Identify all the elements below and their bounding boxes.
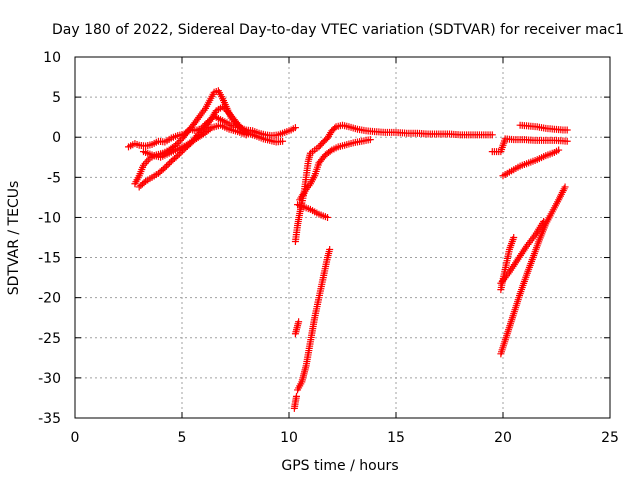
data-point — [222, 106, 230, 114]
y-tick-label: -5 — [47, 170, 61, 186]
data-point — [166, 159, 174, 167]
chart-title: Day 180 of 2022, Sidereal Day-to-day VTE… — [52, 22, 624, 38]
x-tick-label: 20 — [494, 430, 512, 446]
data-point — [175, 138, 183, 146]
series-track-b — [131, 87, 287, 188]
series-track-j — [291, 318, 303, 338]
data-point — [206, 125, 214, 133]
series-track-d — [139, 121, 250, 161]
y-tick-label: 5 — [52, 90, 61, 106]
x-tick-label: 25 — [601, 430, 619, 446]
y-tick-label: -15 — [38, 251, 61, 267]
series-track-p — [516, 121, 571, 134]
tick-label-layer: 0 5 10 15 20 25 10 5 0 -5 -10 -15 -20 -25 -30 -35 — [38, 50, 619, 446]
data-point — [219, 103, 227, 111]
y-tick-label: -35 — [38, 411, 61, 427]
y-tick-label: -25 — [38, 331, 61, 347]
series-track-m — [497, 217, 548, 287]
data-point — [279, 137, 287, 145]
data-point — [326, 147, 334, 155]
data-point — [242, 131, 250, 139]
grid-layer — [75, 57, 610, 418]
y-tick-label: -10 — [38, 210, 61, 226]
series-track-g — [294, 201, 332, 221]
series-track-k — [497, 183, 569, 358]
series-track-n — [499, 146, 563, 180]
data-point — [324, 213, 332, 221]
data-point — [177, 148, 185, 156]
data-point — [331, 124, 339, 132]
data-point — [561, 183, 569, 191]
y-axis-label: SDTVAR / TECUs — [6, 181, 22, 296]
data-point — [291, 124, 299, 132]
y-tick-label: -30 — [38, 371, 61, 387]
y-tick-label: 10 — [43, 50, 61, 66]
data-point — [563, 137, 571, 145]
x-tick-label: 10 — [280, 430, 298, 446]
x-tick-label: 0 — [71, 430, 80, 446]
data-point — [220, 104, 228, 112]
data-layer — [125, 87, 571, 412]
plot-frame — [74, 56, 611, 419]
x-tick-label: 15 — [387, 430, 405, 446]
data-point — [295, 318, 303, 326]
data-point — [326, 246, 334, 254]
data-point — [510, 234, 518, 241]
data-point — [164, 160, 172, 168]
data-point — [555, 146, 563, 154]
series-track-i — [290, 392, 300, 412]
data-point — [540, 217, 548, 225]
axis-layer — [74, 56, 611, 419]
series-track-c — [135, 103, 252, 191]
series-track-o — [488, 135, 571, 156]
series-track-e — [291, 121, 496, 246]
series-track-f — [296, 136, 374, 204]
data-point — [161, 164, 169, 172]
x-axis-label: GPS time / hours — [281, 458, 398, 474]
data-point — [366, 136, 374, 144]
data-point — [563, 126, 571, 134]
data-point — [488, 131, 496, 139]
data-point — [159, 165, 167, 173]
data-point — [162, 162, 170, 170]
y-tick-label: 0 — [52, 130, 61, 146]
y-tick-label: -20 — [38, 291, 61, 307]
data-point — [174, 152, 182, 160]
data-point — [292, 392, 300, 400]
data-point — [143, 158, 151, 166]
data-point — [140, 179, 148, 187]
series-track-h — [294, 246, 334, 394]
x-tick-label: 5 — [178, 430, 187, 446]
data-point — [172, 153, 180, 161]
